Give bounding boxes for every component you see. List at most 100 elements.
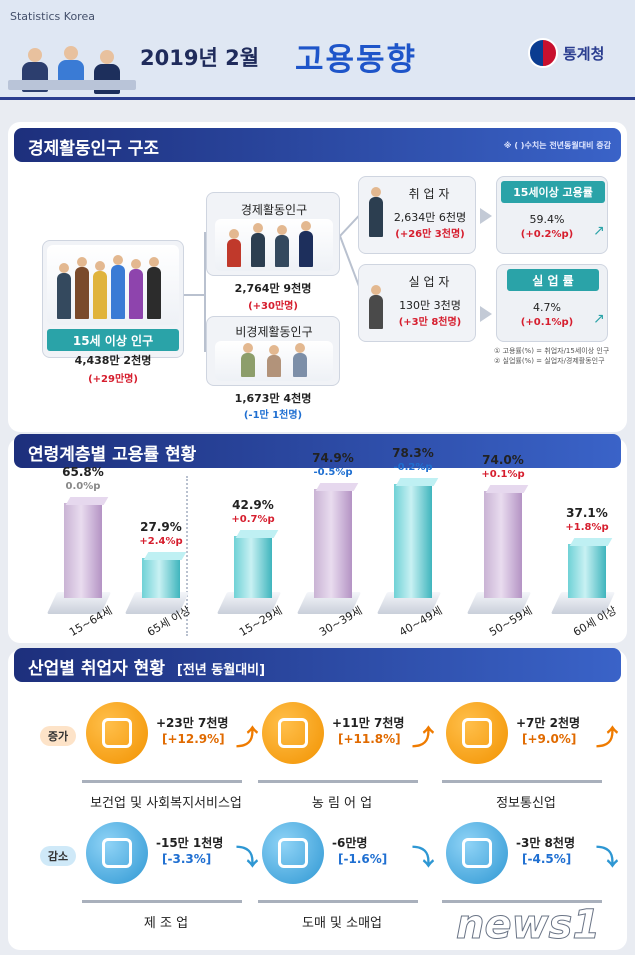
money-icon — [446, 822, 508, 884]
employment-rate-value: 59.4% — [529, 213, 565, 226]
inactive-change: (-1만 1천명) — [243, 410, 303, 421]
population-illustration — [47, 245, 179, 325]
industry-change-value: -6만명 — [332, 836, 368, 850]
unemployed-value: 130만 3천명 — [399, 299, 461, 312]
population-label: 15세 이상 인구 — [47, 329, 179, 351]
office-illustration — [215, 219, 333, 271]
bar-value-label: 65.8% — [62, 465, 104, 479]
bar-change-label: +1.8%p — [565, 522, 609, 533]
bar-top — [395, 478, 439, 486]
divider — [258, 780, 418, 783]
bar-change-label: 0.0%p — [65, 481, 101, 492]
trend-down-arrow-icon: ⤵ — [236, 846, 259, 871]
industry-change-value: -15만 1천명 — [156, 836, 224, 850]
up-arrow-icon: ↗ — [593, 311, 605, 327]
page-title: 고용동향 — [295, 42, 418, 78]
title-prefix: 2019년 2월 — [140, 46, 260, 70]
industry-panel: 산업별 취업자 현황 [전년 동월대비] 증가 감소 +23만 7천명 [+12.… — [8, 648, 627, 950]
active-label: 경제활동인구 — [240, 203, 308, 217]
taegeuk-logo-icon — [528, 38, 558, 68]
inactive-box: 비경제활동인구 — [206, 316, 340, 386]
industry-change-pct: [+9.0%] — [522, 732, 577, 746]
trend-down-arrow-icon: ⤵ — [412, 846, 435, 871]
section-title-age: 연령계층별 고용률 현황 — [14, 434, 621, 468]
header: Statistics Korea 2019년 2월 고용동향 통계청 — [0, 0, 635, 100]
bar-change-label: +2.4%p — [139, 536, 183, 547]
gear-person-icon — [86, 822, 148, 884]
bar-value-label: 27.9% — [140, 520, 182, 534]
divider — [82, 780, 242, 783]
employment-rate-label: 15세이상 고용률 — [501, 181, 605, 203]
active-change: (+30만명) — [248, 301, 298, 312]
brand-text: Statistics Korea — [10, 10, 95, 23]
bar-value-label: 74.9% — [312, 451, 354, 465]
bar — [234, 536, 272, 598]
decrease-label: 감소 — [40, 846, 76, 866]
bar-value-label: 78.3% — [392, 446, 434, 460]
trend-up-arrow-icon: ⤴ — [412, 726, 435, 751]
section-title-industry: 산업별 취업자 현황 [전년 동월대비] — [14, 648, 621, 682]
sale-shirt-icon — [262, 822, 324, 884]
bar — [394, 484, 432, 598]
population-value: 4,438만 2천명 — [74, 354, 152, 367]
industry-name: 보건업 및 사회복지서비스업 — [90, 796, 242, 811]
up-arrow-icon: ↗ — [593, 223, 605, 239]
bar — [484, 491, 522, 598]
section-title-text: 산업별 취업자 현황 — [28, 659, 165, 679]
section-title-text: 경제활동인구 구조 — [28, 139, 160, 159]
trend-up-arrow-icon: ⤴ — [596, 726, 619, 751]
industry-name: 도매 및 소매업 — [301, 916, 383, 931]
arrow-icon — [480, 208, 492, 322]
divider — [442, 780, 602, 783]
bar-change-label: +0.1%p — [481, 469, 525, 480]
unemployment-rate-change: (+0.1%p) — [520, 317, 574, 328]
industry-list: +23만 7천명 [+12.9%] ⤴ 보건업 및 사회복지서비스업 +11만 7천명 [… — [8, 650, 627, 950]
elderly-illustration — [215, 341, 333, 381]
industry-change-pct: [-3.3%] — [162, 852, 212, 866]
bar-change-label: -0.2%p — [393, 462, 433, 473]
bar-top — [143, 552, 187, 560]
unemployed-label: 실 업 자 — [408, 275, 450, 289]
inactive-value: 1,673만 4천명 — [234, 392, 312, 405]
industry-change-value: -3만 8천명 — [516, 836, 575, 850]
bar-value-label: 37.1% — [566, 506, 608, 520]
watermark-logo: news1 — [455, 902, 601, 949]
bar — [314, 489, 352, 598]
farmer-icon — [262, 702, 324, 764]
active-value: 2,764만 9천명 — [234, 282, 312, 295]
industry-change-pct: [+11.8%] — [338, 732, 401, 746]
bar-top — [315, 483, 359, 491]
industry-name: 정보통신업 — [496, 796, 556, 811]
employed-change: (+26만 3천명) — [395, 229, 465, 240]
mouse-icon — [446, 702, 508, 764]
trend-down-arrow-icon: ⤵ — [596, 846, 619, 871]
population-box: 15세 이상 인구 — [42, 240, 184, 358]
bar — [568, 544, 606, 598]
inactive-label: 비경제활동인구 — [235, 325, 313, 339]
note-text: ※ ( )수치는 전년동월대비 증감 — [503, 141, 611, 150]
age-panel: 연령계층별 고용률 현황 65.8% 0.0%p 15~64세 27.9% +2.4%p… — [8, 434, 627, 643]
industry-change-value: +7만 2천명 — [516, 716, 581, 730]
industry-change-pct: [+12.9%] — [162, 732, 225, 746]
connector — [204, 232, 206, 352]
active-box: 경제활동인구 — [206, 192, 340, 276]
industry-change-value: +11만 7천명 — [332, 716, 405, 730]
divider — [258, 900, 418, 903]
industry-change-value: +23만 7천명 — [156, 716, 229, 730]
section-title-structure: 경제활동인구 구조 ※ ( )수치는 전년동월대비 증감 — [14, 128, 621, 162]
bar-top — [235, 530, 279, 538]
title-box: 2019년 2월 고용동향 — [140, 22, 510, 84]
industry-name: 농 림 어 업 — [311, 796, 373, 811]
bar-change-label: +0.7%p — [231, 514, 275, 525]
bar-top — [65, 497, 109, 505]
unemployment-rate-label: 실 업 률 — [507, 269, 599, 291]
connector — [184, 294, 204, 296]
employment-rate-box: 15세이상 고용률 59.4% (+0.2%p) ↗ — [496, 176, 608, 254]
jobseeker-icon — [369, 285, 383, 329]
bar — [142, 558, 180, 598]
industry-change-pct: [-1.6%] — [338, 852, 388, 866]
unemployed-change: (+3만 8천명) — [398, 317, 462, 328]
bar-top — [485, 485, 529, 493]
bar-change-label: -0.5%p — [313, 467, 353, 478]
bar — [64, 503, 102, 598]
